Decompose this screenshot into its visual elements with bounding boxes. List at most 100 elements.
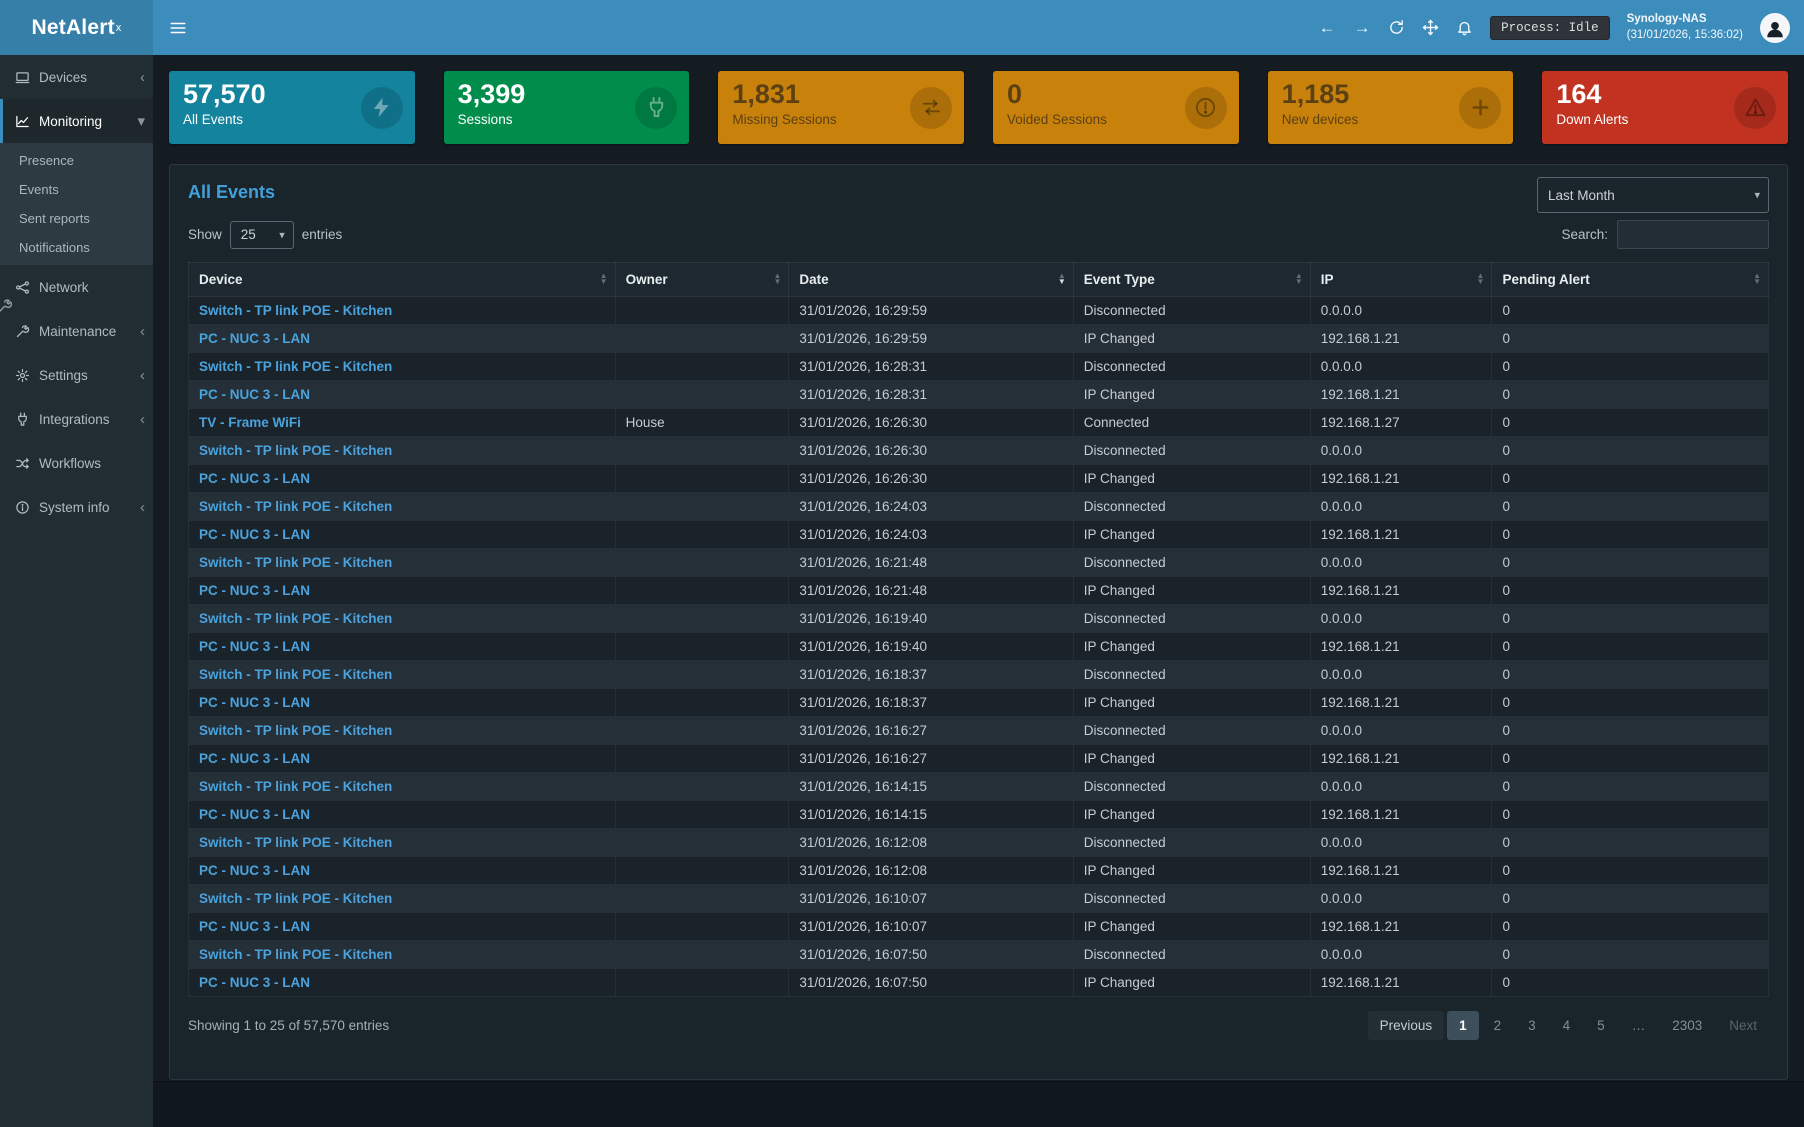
device-cell[interactable]: Switch - TP link POE - Kitchen [189, 437, 616, 465]
stat-card[interactable]: 1,831 Missing Sessions [718, 71, 964, 144]
device-link[interactable]: Switch - TP link POE - Kitchen [199, 359, 392, 374]
pagination-2303[interactable]: 2303 [1660, 1011, 1714, 1040]
device-cell[interactable]: Switch - TP link POE - Kitchen [189, 353, 616, 381]
refresh-icon[interactable] [1388, 19, 1405, 36]
device-link[interactable]: PC - NUC 3 - LAN [199, 639, 310, 654]
device-cell[interactable]: PC - NUC 3 - LAN [189, 689, 616, 717]
period-select[interactable]: Last Month [1537, 177, 1769, 213]
pagination-4[interactable]: 4 [1551, 1011, 1583, 1040]
device-cell[interactable]: PC - NUC 3 - LAN [189, 577, 616, 605]
device-cell[interactable]: Switch - TP link POE - Kitchen [189, 297, 616, 325]
sidebar-item-sent-reports[interactable]: Sent reports [0, 204, 153, 233]
sidebar-item-settings[interactable]: Settings ‹ [0, 353, 153, 397]
edge-widget-icon[interactable] [0, 298, 13, 320]
bell-icon[interactable] [1456, 19, 1473, 36]
device-cell[interactable]: PC - NUC 3 - LAN [189, 381, 616, 409]
device-cell[interactable]: PC - NUC 3 - LAN [189, 745, 616, 773]
device-link[interactable]: TV - Frame WiFi [199, 415, 301, 430]
device-link[interactable]: PC - NUC 3 - LAN [199, 331, 310, 346]
sidebar-item-monitoring[interactable]: Monitoring ▾ [0, 99, 153, 143]
owner-cell [615, 941, 789, 969]
device-link[interactable]: PC - NUC 3 - LAN [199, 919, 310, 934]
device-cell[interactable]: PC - NUC 3 - LAN [189, 857, 616, 885]
device-cell[interactable]: Switch - TP link POE - Kitchen [189, 493, 616, 521]
stat-card[interactable]: 164 Down Alerts [1542, 71, 1788, 144]
back-arrow-icon[interactable]: ← [1318, 18, 1336, 38]
device-cell[interactable]: Switch - TP link POE - Kitchen [189, 773, 616, 801]
page-size-select[interactable]: 25 [230, 221, 294, 249]
sidebar-item-devices[interactable]: Devices ‹ [0, 55, 153, 99]
sidebar-item-events[interactable]: Events [0, 175, 153, 204]
sidebar-item-workflows[interactable]: Workflows [0, 441, 153, 485]
column-header-ip[interactable]: IP▲▼ [1310, 263, 1492, 297]
device-link[interactable]: PC - NUC 3 - LAN [199, 863, 310, 878]
stat-card[interactable]: 1,185 New devices [1268, 71, 1514, 144]
device-cell[interactable]: Switch - TP link POE - Kitchen [189, 885, 616, 913]
device-link[interactable]: PC - NUC 3 - LAN [199, 975, 310, 990]
device-link[interactable]: Switch - TP link POE - Kitchen [199, 555, 392, 570]
sidebar-item-maintenance[interactable]: Maintenance ‹ [0, 309, 153, 353]
device-cell[interactable]: Switch - TP link POE - Kitchen [189, 829, 616, 857]
device-link[interactable]: PC - NUC 3 - LAN [199, 471, 310, 486]
device-cell[interactable]: PC - NUC 3 - LAN [189, 801, 616, 829]
hamburger-menu-icon[interactable] [153, 0, 203, 55]
app-logo[interactable]: NetAlertx [0, 0, 153, 55]
sidebar-item-network[interactable]: Network [0, 265, 153, 309]
device-cell[interactable]: TV - Frame WiFi [189, 409, 616, 437]
device-cell[interactable]: PC - NUC 3 - LAN [189, 969, 616, 997]
user-avatar[interactable] [1760, 13, 1790, 43]
device-cell[interactable]: Switch - TP link POE - Kitchen [189, 941, 616, 969]
device-cell[interactable]: PC - NUC 3 - LAN [189, 913, 616, 941]
column-header-device[interactable]: Device▲▼ [189, 263, 616, 297]
pagination-3[interactable]: 3 [1516, 1011, 1548, 1040]
device-link[interactable]: Switch - TP link POE - Kitchen [199, 835, 392, 850]
sidebar-item-presence[interactable]: Presence [0, 146, 153, 175]
device-cell[interactable]: Switch - TP link POE - Kitchen [189, 605, 616, 633]
stat-card[interactable]: 0 Voided Sessions [993, 71, 1239, 144]
device-link[interactable]: Switch - TP link POE - Kitchen [199, 891, 392, 906]
sidebar-item-notifications[interactable]: Notifications [0, 233, 153, 262]
device-link[interactable]: Switch - TP link POE - Kitchen [199, 611, 392, 626]
stat-card[interactable]: 3,399 Sessions [444, 71, 690, 144]
column-header-event-type[interactable]: Event Type▲▼ [1073, 263, 1310, 297]
device-link[interactable]: Switch - TP link POE - Kitchen [199, 723, 392, 738]
device-link[interactable]: Switch - TP link POE - Kitchen [199, 303, 392, 318]
date-cell: 31/01/2026, 16:19:40 [789, 605, 1073, 633]
pagination: Previous12345…2303Next [1368, 1011, 1769, 1040]
device-cell[interactable]: PC - NUC 3 - LAN [189, 465, 616, 493]
owner-cell [615, 297, 789, 325]
column-header-pending-alert[interactable]: Pending Alert▲▼ [1492, 263, 1769, 297]
owner-cell [615, 577, 789, 605]
column-header-owner[interactable]: Owner▲▼ [615, 263, 789, 297]
move-icon[interactable] [1422, 19, 1439, 36]
sidebar-item-integrations[interactable]: Integrations ‹ [0, 397, 153, 441]
device-link[interactable]: Switch - TP link POE - Kitchen [199, 443, 392, 458]
device-link[interactable]: PC - NUC 3 - LAN [199, 583, 310, 598]
device-link[interactable]: Switch - TP link POE - Kitchen [199, 947, 392, 962]
stat-card[interactable]: 57,570 All Events [169, 71, 415, 144]
device-link[interactable]: PC - NUC 3 - LAN [199, 387, 310, 402]
device-cell[interactable]: PC - NUC 3 - LAN [189, 325, 616, 353]
device-link[interactable]: PC - NUC 3 - LAN [199, 527, 310, 542]
device-cell[interactable]: Switch - TP link POE - Kitchen [189, 549, 616, 577]
device-link[interactable]: PC - NUC 3 - LAN [199, 807, 310, 822]
sidebar-item-system-info[interactable]: System info ‹ [0, 485, 153, 529]
device-cell[interactable]: PC - NUC 3 - LAN [189, 633, 616, 661]
device-link[interactable]: Switch - TP link POE - Kitchen [199, 779, 392, 794]
device-link[interactable]: PC - NUC 3 - LAN [199, 751, 310, 766]
device-link[interactable]: PC - NUC 3 - LAN [199, 695, 310, 710]
search-input[interactable] [1617, 220, 1769, 249]
device-cell[interactable]: Switch - TP link POE - Kitchen [189, 717, 616, 745]
column-header-date[interactable]: Date▲▼ [789, 263, 1073, 297]
pagination-1[interactable]: 1 [1447, 1011, 1479, 1040]
pagination-2[interactable]: 2 [1482, 1011, 1514, 1040]
device-cell[interactable]: Switch - TP link POE - Kitchen [189, 661, 616, 689]
device-link[interactable]: Switch - TP link POE - Kitchen [199, 499, 392, 514]
date-cell: 31/01/2026, 16:21:48 [789, 549, 1073, 577]
forward-arrow-icon[interactable]: → [1353, 18, 1371, 38]
date-cell: 31/01/2026, 16:24:03 [789, 521, 1073, 549]
pagination-5[interactable]: 5 [1585, 1011, 1617, 1040]
pagination-previous[interactable]: Previous [1368, 1011, 1445, 1040]
device-link[interactable]: Switch - TP link POE - Kitchen [199, 667, 392, 682]
device-cell[interactable]: PC - NUC 3 - LAN [189, 521, 616, 549]
